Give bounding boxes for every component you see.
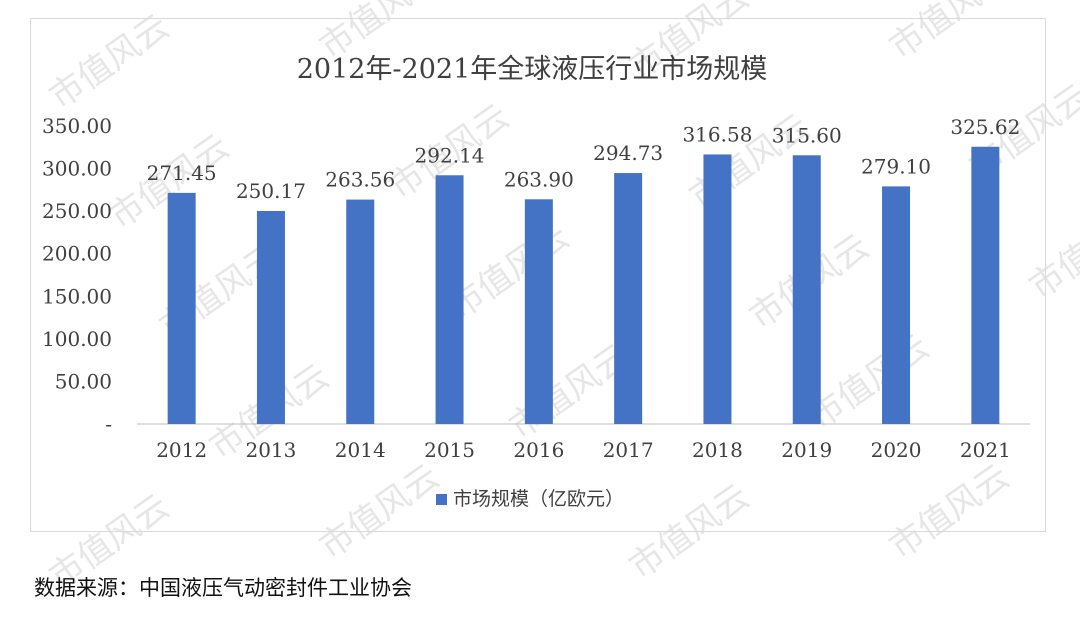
y-tick-label: - [105, 412, 112, 436]
x-tick-label: 2014 [335, 438, 386, 462]
bar [346, 199, 375, 424]
y-tick-label: 150.00 [42, 284, 112, 308]
bar-value-labels: 271.45 250.17 263.56 292.14 263.90 294.73 316.… [147, 115, 1021, 203]
bar [882, 186, 911, 424]
bar [256, 210, 285, 424]
x-tick-label: 2015 [424, 438, 475, 462]
source-note: 数据来源：中国液压气动密封件工业协会 [34, 576, 412, 600]
bar [435, 175, 464, 424]
bar [703, 154, 732, 424]
bar-value-label: 263.90 [504, 167, 574, 191]
watermark-text: 市值风云 [42, 7, 176, 118]
bar-value-label: 325.62 [950, 115, 1020, 139]
bar-series [167, 146, 1000, 425]
watermark-text: 市值风云 [312, 457, 446, 568]
x-tick-label: 2021 [960, 438, 1011, 462]
x-tick-label: 2017 [603, 438, 654, 462]
legend: 市场规模（亿欧元） [436, 488, 624, 510]
watermark-text: 市值风云 [1022, 197, 1080, 308]
x-tick-label: 2016 [513, 438, 564, 462]
bar [167, 192, 196, 424]
watermark-text: 市值风云 [802, 327, 936, 438]
bar [614, 173, 643, 424]
x-tick-label: 2018 [692, 438, 743, 462]
y-tick-label: 300.00 [42, 157, 112, 181]
bar [792, 155, 821, 425]
x-tick-label: 2013 [245, 438, 296, 462]
bar [971, 146, 1000, 425]
x-tick-label: 2012 [156, 438, 207, 462]
y-tick-label: 350.00 [42, 114, 112, 138]
y-tick-label: 50.00 [55, 369, 112, 393]
bar-value-label: 271.45 [147, 161, 217, 185]
watermark-text: 市值风云 [882, 457, 1016, 568]
watermark-text: 市值风云 [622, 477, 756, 588]
watermark-text: 市值风云 [882, 0, 1016, 67]
legend-label: 市场规模（亿欧元） [453, 488, 624, 510]
bar-value-label: 279.10 [861, 154, 931, 178]
bar-value-label: 315.60 [772, 123, 842, 147]
y-tick-label: 250.00 [42, 199, 112, 223]
x-tick-label: 2019 [781, 438, 832, 462]
bar-value-label: 292.14 [415, 143, 485, 167]
x-axis-tick-labels: 2012 2013 2014 2015 2016 2017 2018 2019 2020 2021 [156, 438, 1011, 462]
x-tick-label: 2020 [871, 438, 922, 462]
bar [524, 199, 553, 424]
bar-value-label: 294.73 [593, 141, 663, 165]
y-tick-label: 100.00 [42, 327, 112, 351]
bar-value-label: 250.17 [236, 179, 306, 203]
chart-title: 2012年-2021年全球液压行业市场规模 [297, 54, 768, 85]
y-tick-label: 200.00 [42, 242, 112, 266]
legend-swatch [436, 494, 447, 505]
bar-value-label: 263.56 [325, 168, 395, 192]
bar-value-label: 316.58 [682, 122, 752, 146]
y-axis: - 50.00 100.00 150.00 200.00 250.00 300.00 350.… [42, 114, 112, 436]
